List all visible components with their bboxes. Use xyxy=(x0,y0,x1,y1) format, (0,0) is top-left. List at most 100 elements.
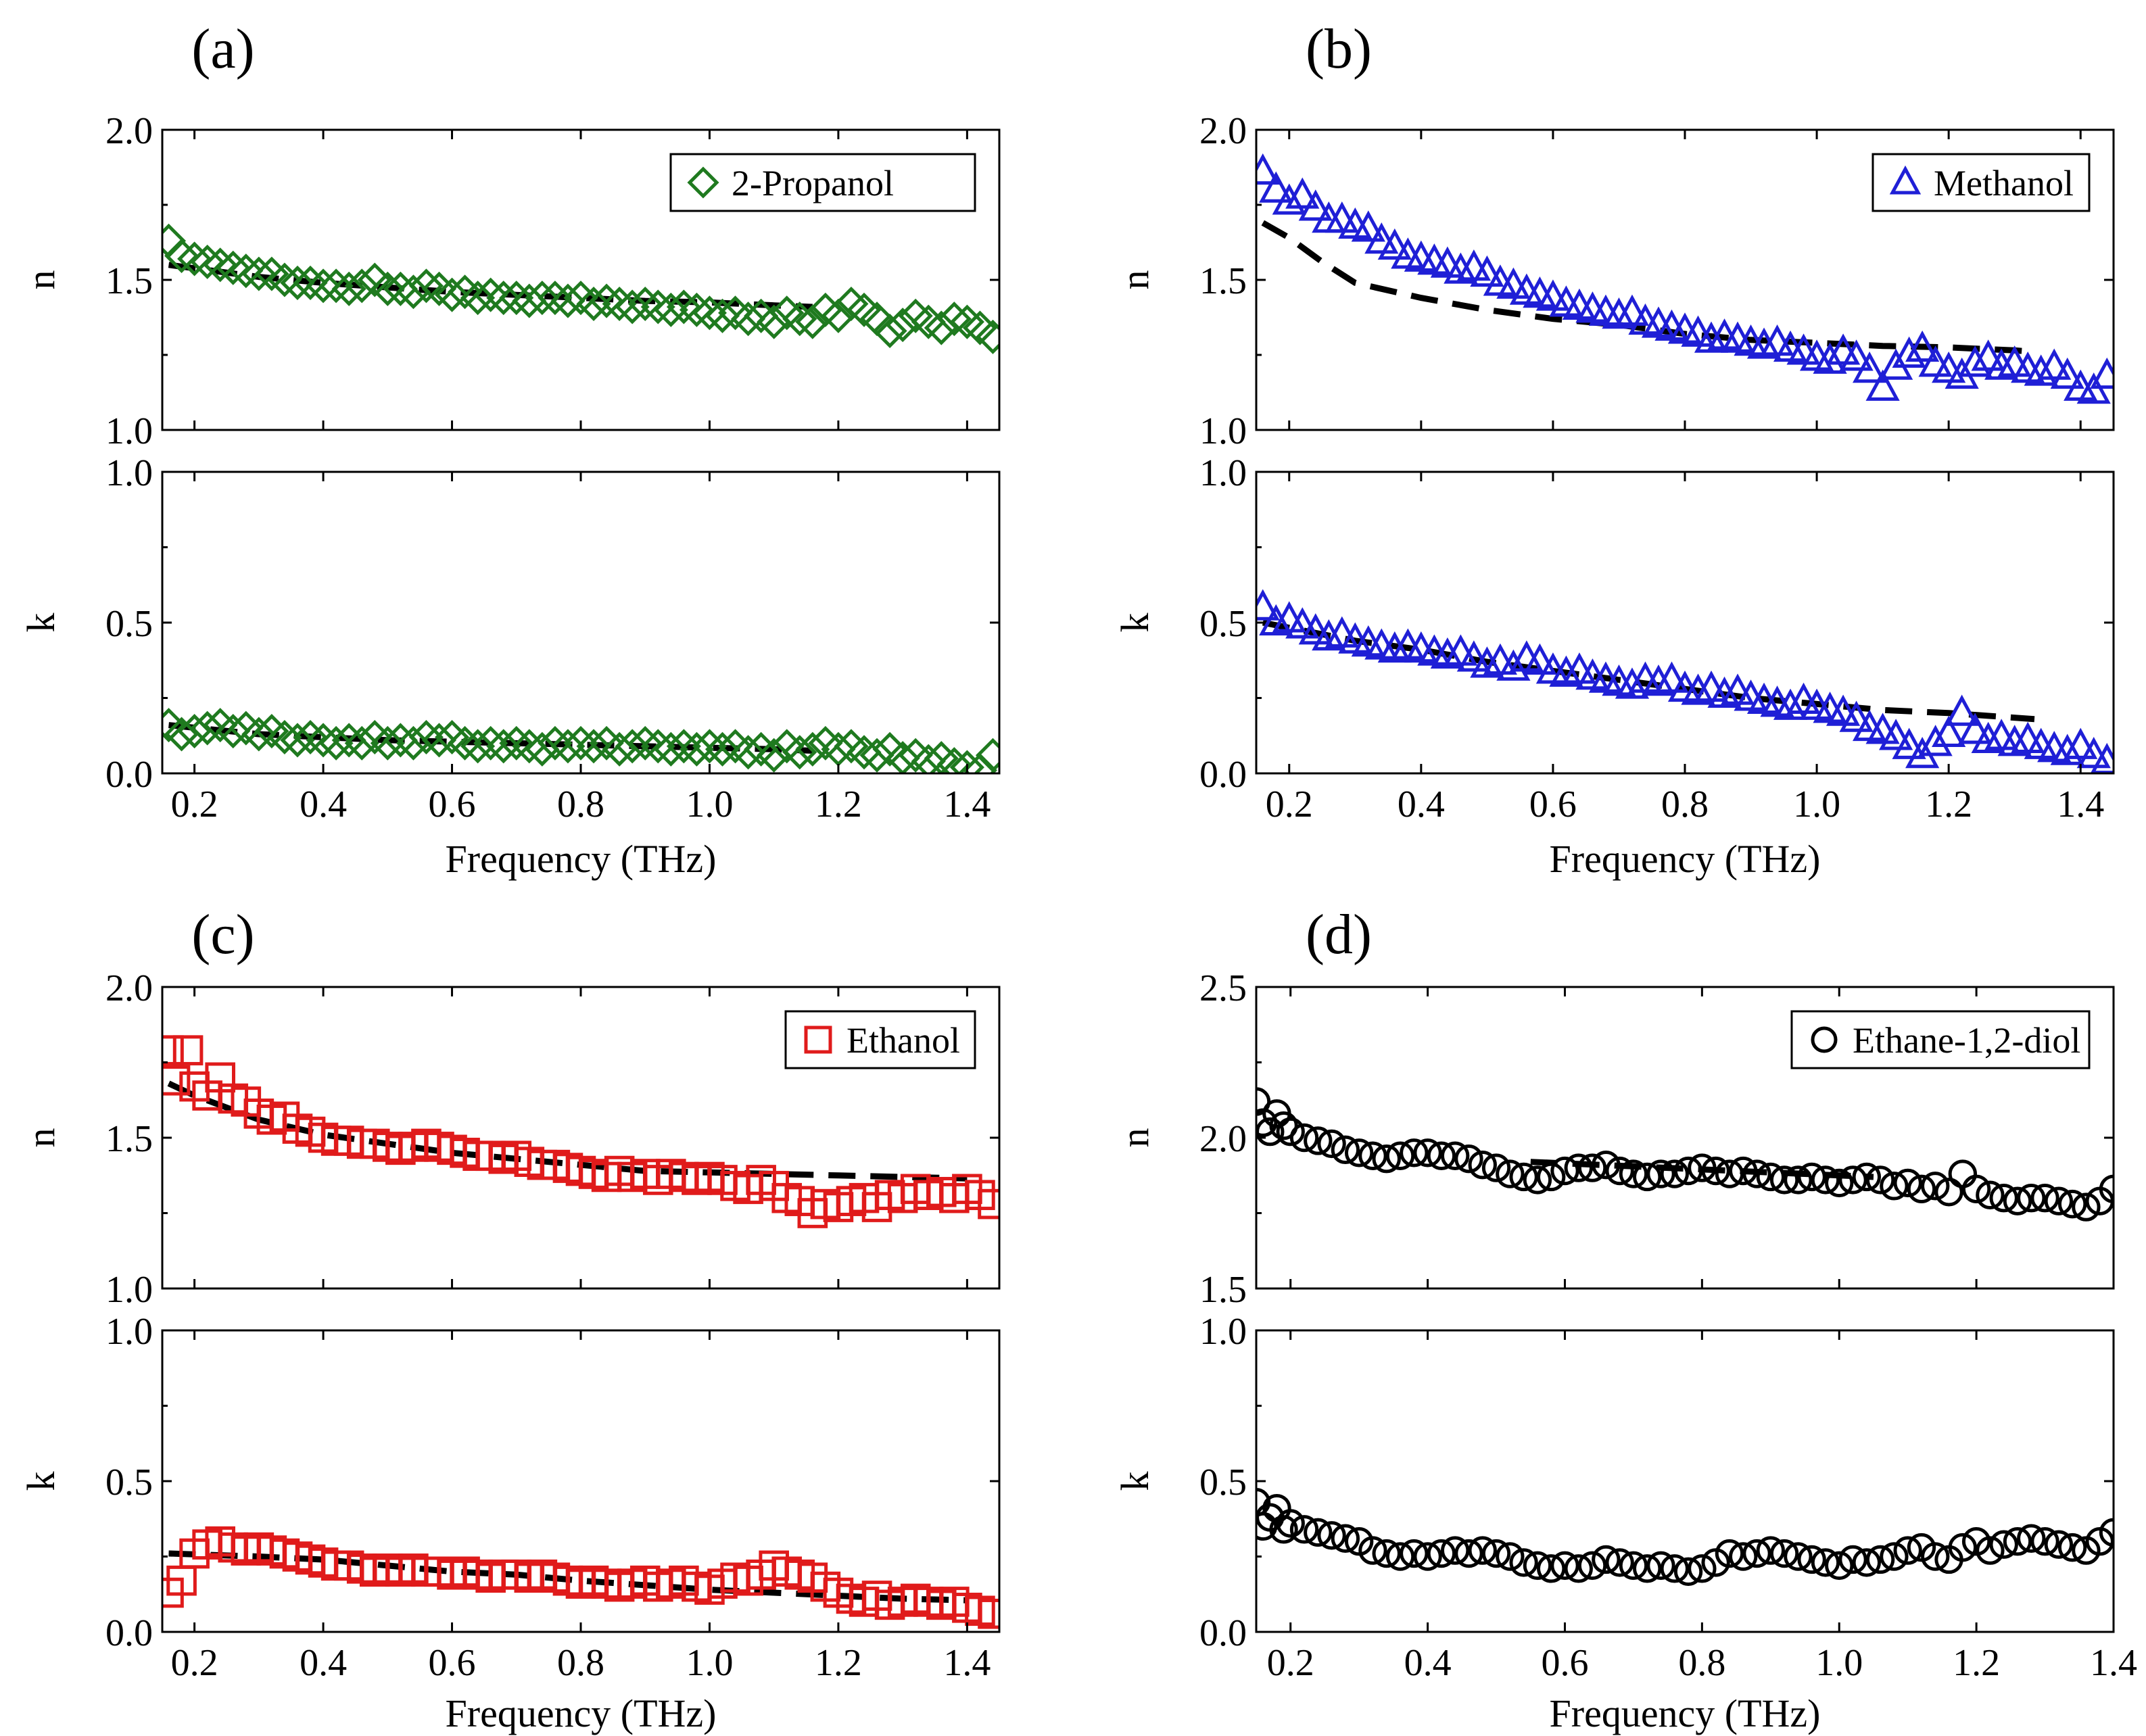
data-point-n xyxy=(1430,246,1464,278)
data-point-k xyxy=(1615,667,1650,699)
y-tick-label: 2.5 xyxy=(1199,967,1247,1009)
data-point-n xyxy=(486,281,521,316)
y-tick-label: 0.5 xyxy=(1199,603,1247,645)
data-point-n xyxy=(203,247,238,283)
data-point-k xyxy=(1430,637,1464,669)
data-point-k xyxy=(795,731,830,767)
data-point-k xyxy=(2017,1524,2046,1553)
data-point-k xyxy=(1921,1542,1950,1571)
data-point-n xyxy=(1646,1159,1675,1188)
legend-marker xyxy=(1811,1026,1838,1053)
data-point-n xyxy=(2072,1192,2101,1222)
data-point-k xyxy=(1496,1542,1525,1571)
data-point-n xyxy=(164,238,199,274)
data-point-k xyxy=(512,729,547,764)
data-point-n xyxy=(1784,1165,1813,1195)
data-point-n xyxy=(1602,297,1636,329)
data-point-n xyxy=(1905,330,1940,362)
data-point-n xyxy=(525,281,560,316)
y-tick-label: 0.5 xyxy=(1199,1462,1247,1503)
x-tick-label: 1.4 xyxy=(943,783,991,825)
y-tick-label: 1.5 xyxy=(1199,260,1247,302)
data-point-n xyxy=(499,281,534,316)
data-point-k xyxy=(1444,634,1478,666)
data-point-n xyxy=(162,1035,184,1065)
data-point-n xyxy=(396,274,431,310)
data-point-k xyxy=(2090,742,2114,773)
data-point-n xyxy=(1742,1159,1771,1188)
x-tick-label: 0.6 xyxy=(1529,783,1577,825)
data-point-n xyxy=(1989,1184,2018,1213)
data-point-k xyxy=(1259,604,1293,635)
data-point-k xyxy=(1945,694,1979,726)
x-tick-label: 0.2 xyxy=(171,1642,218,1684)
panel-0-k-plot: 0.0 0.5 1.0 0.2 0.4 0.6 0.8 1.0 1.2 1.4 k xyxy=(19,452,1001,825)
data-point-k xyxy=(448,725,483,761)
data-point-n xyxy=(1893,1168,1922,1198)
data-point-k xyxy=(1496,649,1531,681)
data-point-k xyxy=(1880,1542,1909,1571)
y-tick-label: 1.5 xyxy=(105,1118,153,1160)
data-point-k xyxy=(1605,1548,1634,1577)
data-point-k xyxy=(1984,719,2019,750)
data-point-n xyxy=(1364,222,1399,254)
panel-label: (b) xyxy=(1306,18,1372,80)
data-point-n xyxy=(1769,1165,1799,1195)
data-point-n xyxy=(1852,1162,1882,1192)
fit-line-k xyxy=(1262,619,2035,723)
y-tick-label: 1.5 xyxy=(105,260,153,302)
x-tick-label: 0.4 xyxy=(1404,1642,1452,1684)
data-point-n xyxy=(2037,348,2072,380)
legend-label: Ethane-1,2-diol xyxy=(1853,1020,2080,1061)
data-point-k xyxy=(705,731,740,767)
data-point-k xyxy=(344,725,379,761)
data-point-n xyxy=(1440,1141,1470,1170)
data-point-k xyxy=(1358,1536,1387,1565)
data-point-k xyxy=(1468,1536,1497,1565)
x-tick-label: 1.0 xyxy=(686,1642,733,1684)
data-point-n xyxy=(1615,294,1650,326)
data-point-k xyxy=(975,738,999,773)
data-point-k xyxy=(396,725,431,761)
panel-label: (a) xyxy=(191,18,254,80)
data-point-n xyxy=(2017,1184,2046,1213)
data-point-k xyxy=(1646,1551,1675,1581)
data-point-k xyxy=(1839,700,1874,732)
y-tick-label: 1.0 xyxy=(1199,410,1247,452)
data-point-n xyxy=(1605,1156,1634,1186)
data-point-k xyxy=(1660,1554,1689,1583)
data-point-k xyxy=(538,725,573,761)
data-point-k xyxy=(2003,1527,2032,1556)
data-point-k xyxy=(1948,1533,1978,1562)
series-n xyxy=(1256,153,2114,404)
data-point-n xyxy=(267,262,302,297)
x-tick-label: 0.2 xyxy=(1267,1642,1314,1684)
data-point-n xyxy=(1853,351,1887,383)
data-point-n xyxy=(1681,315,1715,347)
data-point-n xyxy=(679,292,714,327)
y-tick-label: 0.5 xyxy=(105,603,153,645)
data-point-n xyxy=(408,268,444,304)
data-point-n xyxy=(1454,1144,1483,1174)
data-point-k xyxy=(370,725,405,761)
panel-2-k-plot: 0.0 0.5 1.0 0.2 0.4 0.6 0.8 1.0 1.2 1.4 k xyxy=(19,1311,1001,1684)
series-n xyxy=(162,1035,999,1228)
data-point-n xyxy=(293,265,328,300)
data-point-n xyxy=(1444,252,1478,284)
data-point-n xyxy=(1535,279,1571,311)
data-point-n xyxy=(2099,1174,2114,1204)
data-point-n xyxy=(1344,1138,1374,1167)
data-point-n xyxy=(1688,1153,1717,1182)
data-point-n xyxy=(1976,1180,2005,1209)
data-point-k xyxy=(1641,664,1676,696)
x-axis-title: Frequency (THz) xyxy=(446,837,717,881)
panel-3-n-plot: 1.5 2.0 2.5 n Ethane-1,2-diol xyxy=(1113,967,2115,1311)
data-point-k xyxy=(1592,1545,1621,1574)
y-axis-title: k xyxy=(1113,1472,1157,1491)
data-point-k xyxy=(1918,725,1953,756)
data-point-k xyxy=(1256,589,1280,621)
panel-1-k-plot: 0.0 0.5 1.0 0.2 0.4 0.6 0.8 1.0 1.2 1.4 k xyxy=(1113,452,2115,825)
data-point-n xyxy=(1948,1159,1978,1188)
y-tick-label: 1.0 xyxy=(105,410,153,452)
data-point-k xyxy=(2064,727,2098,759)
